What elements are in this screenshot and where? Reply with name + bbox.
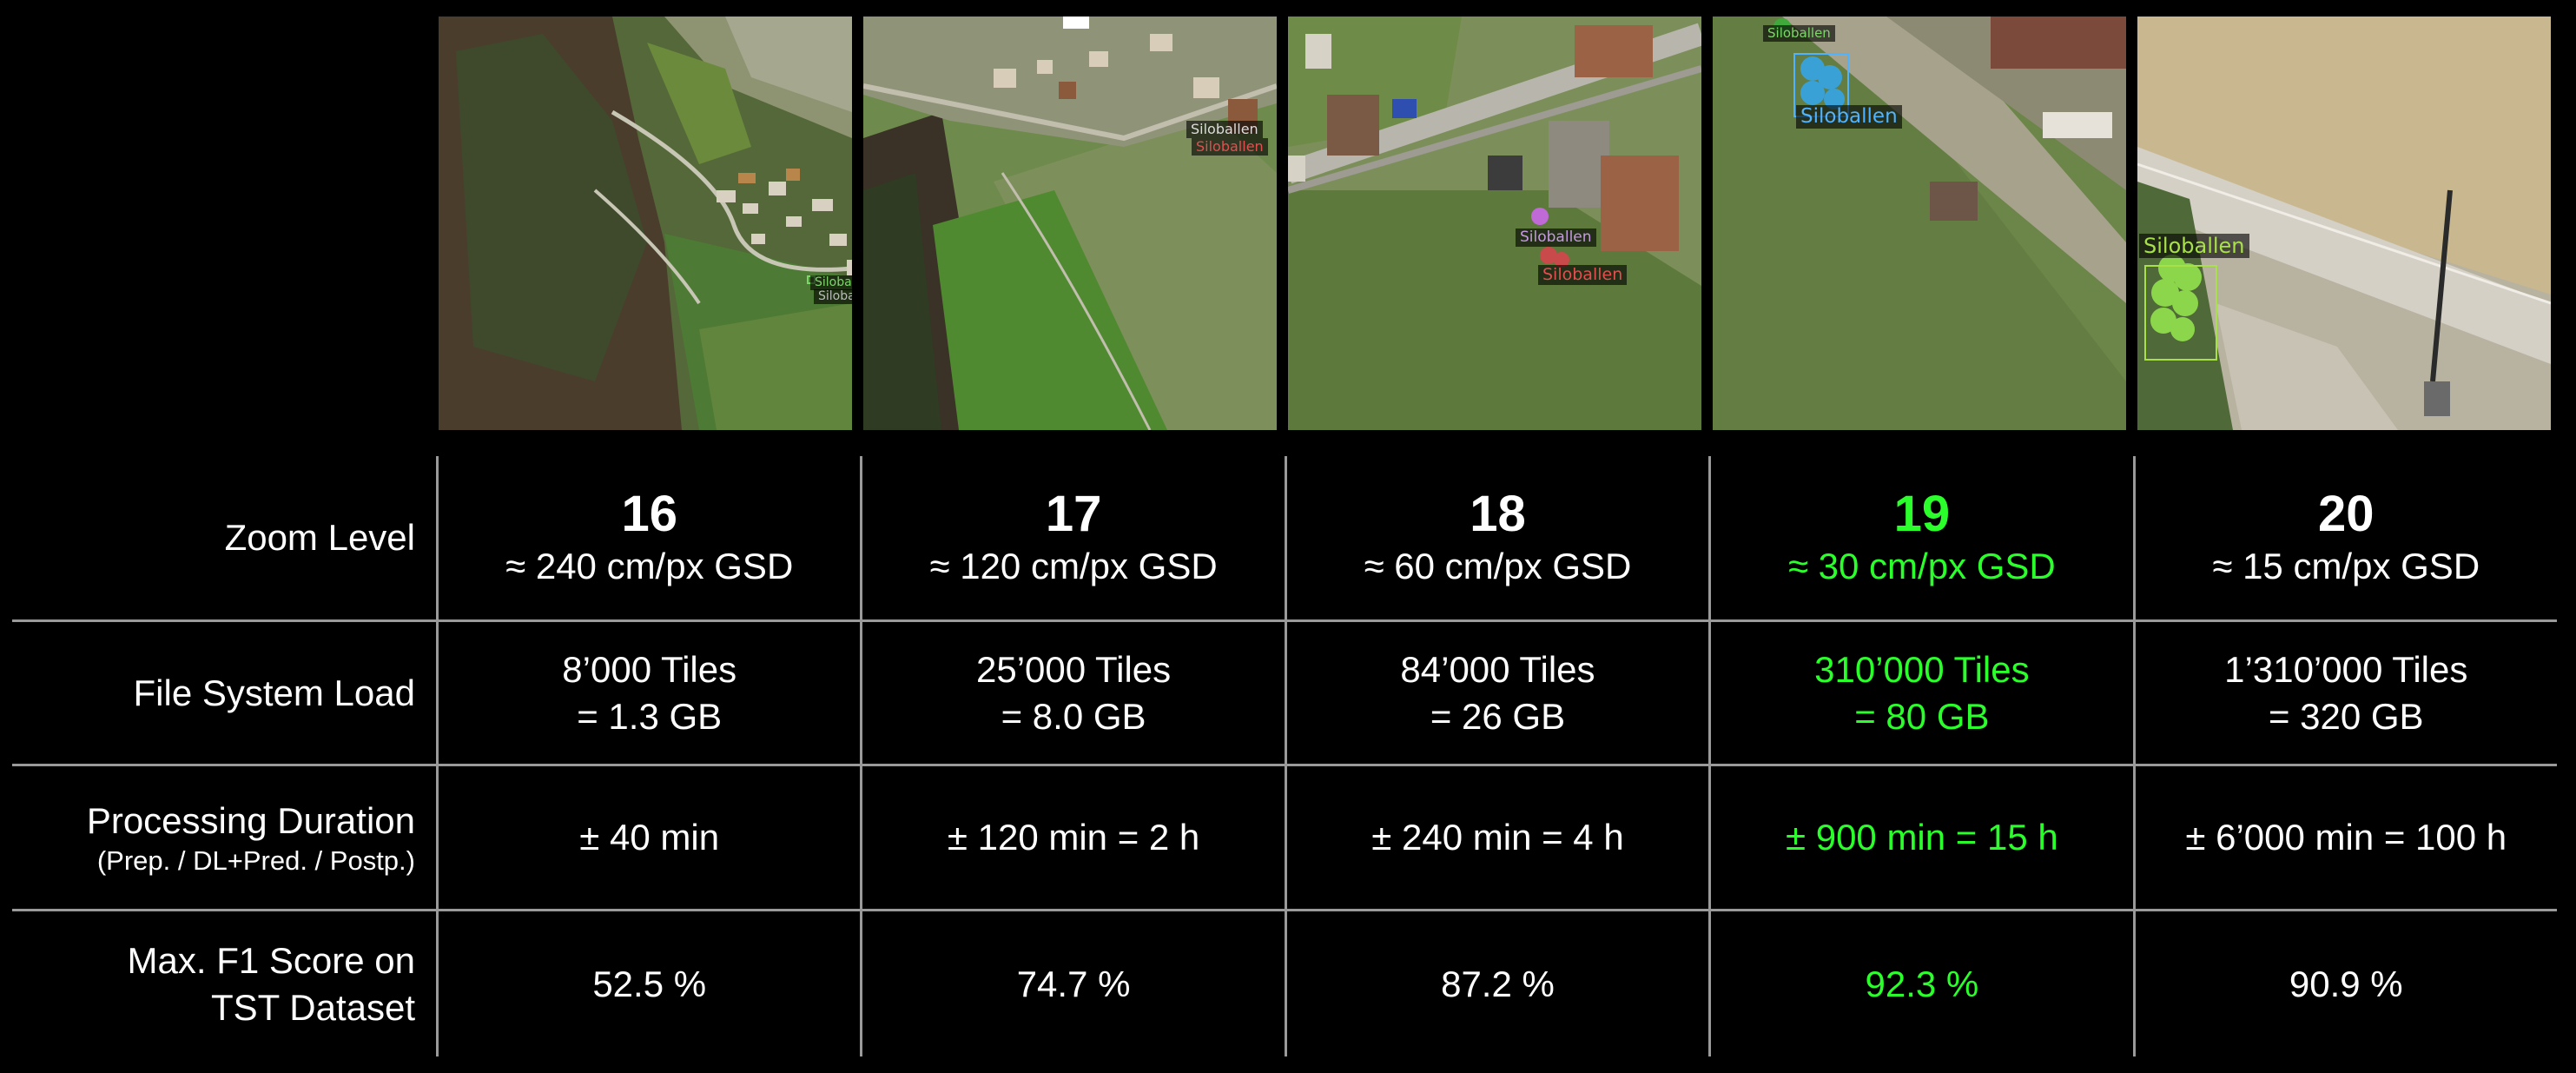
detection-label: Siloballen [1516,229,1596,247]
row-header-file-system-load: File System Load [12,622,436,764]
duration-value: ± 6’000 min = 100 h [2185,817,2507,858]
tile-count: 310’000 Tiles [1814,648,2030,690]
cell-f1-17: 74.7 % [860,911,1284,1056]
storage-size: = 1.3 GB [577,695,723,737]
aerial-tile-zoom-19: Siloballen Siloballen [1713,17,2126,430]
cell-load-20: 1’310’000 Tiles = 320 GB [2132,622,2557,764]
storage-size: = 8.0 GB [1001,695,1146,737]
cell-zoom-17: 17 ≈ 120 cm/px GSD [860,456,1284,619]
cell-f1-20: 90.9 % [2132,911,2557,1056]
detection-label: Siloballen [1186,121,1263,138]
f1-score-value: 90.9 % [2289,963,2403,1004]
row-header-sublabel: (Prep. / DL+Pred. / Postp.) [96,845,415,876]
aerial-image-zoom-19 [1713,17,2126,430]
aerial-tile-zoom-17: Siloballen Siloballen [863,17,1277,430]
storage-size: = 26 GB [1430,695,1566,737]
f1-score-value: 52.5 % [592,963,707,1004]
cell-f1-19-highlighted: 92.3 % [1708,911,2132,1056]
detection-label: Siloballen [1538,265,1628,285]
aerial-tile-zoom-18: Siloballen Siloballen [1288,17,1701,430]
duration-value: ± 900 min = 15 h [1785,817,2058,858]
gsd-value: ≈ 60 cm/px GSD [1364,546,1632,586]
cell-duration-20: ± 6’000 min = 100 h [2132,766,2557,909]
zoom-level-comparison-table: Zoom Level 16 ≈ 240 cm/px GSD 17 ≈ 120 c… [12,456,2557,1056]
storage-size: = 80 GB [1854,695,1990,737]
tile-count: 84’000 Tiles [1400,648,1595,690]
cell-zoom-16: 16 ≈ 240 cm/px GSD [436,456,860,619]
row-header-label: File System Load [133,672,415,713]
cell-load-16: 8’000 Tiles = 1.3 GB [436,622,860,764]
cell-zoom-19-highlighted: 19 ≈ 30 cm/px GSD [1708,456,2132,619]
zoom-level-value: 18 [1470,486,1526,542]
f1-score-value: 87.2 % [1441,963,1555,1004]
cell-duration-18: ± 240 min = 4 h [1284,766,1708,909]
f1-score-value: 74.7 % [1016,963,1131,1004]
cell-duration-17: ± 120 min = 2 h [860,766,1284,909]
aerial-image-zoom-16 [439,17,852,430]
cell-load-17: 25’000 Tiles = 8.0 GB [860,622,1284,764]
duration-value: ± 120 min = 2 h [947,817,1200,858]
detection-label: Siloballen [1763,25,1835,42]
aerial-image-zoom-20 [2137,17,2551,430]
row-header-zoom-level: Zoom Level [12,456,436,619]
row-zoom-level: Zoom Level 16 ≈ 240 cm/px GSD 17 ≈ 120 c… [12,456,2557,622]
cell-zoom-18: 18 ≈ 60 cm/px GSD [1284,456,1708,619]
aerial-tile-zoom-16: Silobal Siloba [439,17,852,430]
cell-zoom-20: 20 ≈ 15 cm/px GSD [2132,456,2557,619]
duration-value: ± 40 min [579,817,720,858]
row-header-label: Processing Duration [86,800,415,841]
row-header-f1-score: Max. F1 Score on TST Dataset [12,911,436,1056]
gsd-value: ≈ 120 cm/px GSD [929,546,1218,586]
gsd-value: ≈ 240 cm/px GSD [505,546,794,586]
zoom-level-value: 20 [2318,486,2375,542]
row-file-system-load: File System Load 8’000 Tiles = 1.3 GB 25… [12,622,2557,766]
cell-load-18: 84’000 Tiles = 26 GB [1284,622,1708,764]
row-header-label: Zoom Level [224,517,415,558]
row-processing-duration: Processing Duration (Prep. / DL+Pred. / … [12,766,2557,911]
row-header-label: Max. F1 Score on [127,939,415,981]
detection-label: Siloba [814,289,852,305]
cell-duration-19-highlighted: ± 900 min = 15 h [1708,766,2132,909]
detection-label: Siloballen [1796,105,1902,129]
zoom-level-value: 19 [1893,486,1951,542]
zoom-level-value: 17 [1045,486,1102,542]
row-header-processing-duration: Processing Duration (Prep. / DL+Pred. / … [12,766,436,909]
detection-label: Siloballen [2139,234,2249,259]
aerial-image-zoom-18 [1288,17,1701,430]
tile-count: 1’310’000 Tiles [2224,648,2468,690]
cell-load-19-highlighted: 310’000 Tiles = 80 GB [1708,622,2132,764]
aerial-tile-zoom-20: Siloballen [2137,17,2551,430]
aerial-tile-strip: Silobal Siloba Siloballen Siloballen [439,17,2551,430]
gsd-value: ≈ 15 cm/px GSD [2212,546,2480,586]
detection-box [2144,265,2217,361]
cell-f1-16: 52.5 % [436,911,860,1056]
detection-label: Siloballen [1192,138,1268,156]
storage-size: = 320 GB [2268,695,2424,737]
duration-value: ± 240 min = 4 h [1371,817,1624,858]
zoom-level-value: 16 [621,486,677,542]
f1-score-value: 92.3 % [1865,963,1979,1004]
cell-duration-16: ± 40 min [436,766,860,909]
cell-f1-18: 87.2 % [1284,911,1708,1056]
aerial-image-zoom-17 [863,17,1277,430]
detection-label: Silobal [810,275,852,291]
tile-count: 8’000 Tiles [562,648,737,690]
row-header-label: TST Dataset [211,986,415,1028]
gsd-value: ≈ 30 cm/px GSD [1787,546,2056,586]
row-f1-score: Max. F1 Score on TST Dataset 52.5 % 74.7… [12,911,2557,1056]
tile-count: 25’000 Tiles [976,648,1172,690]
